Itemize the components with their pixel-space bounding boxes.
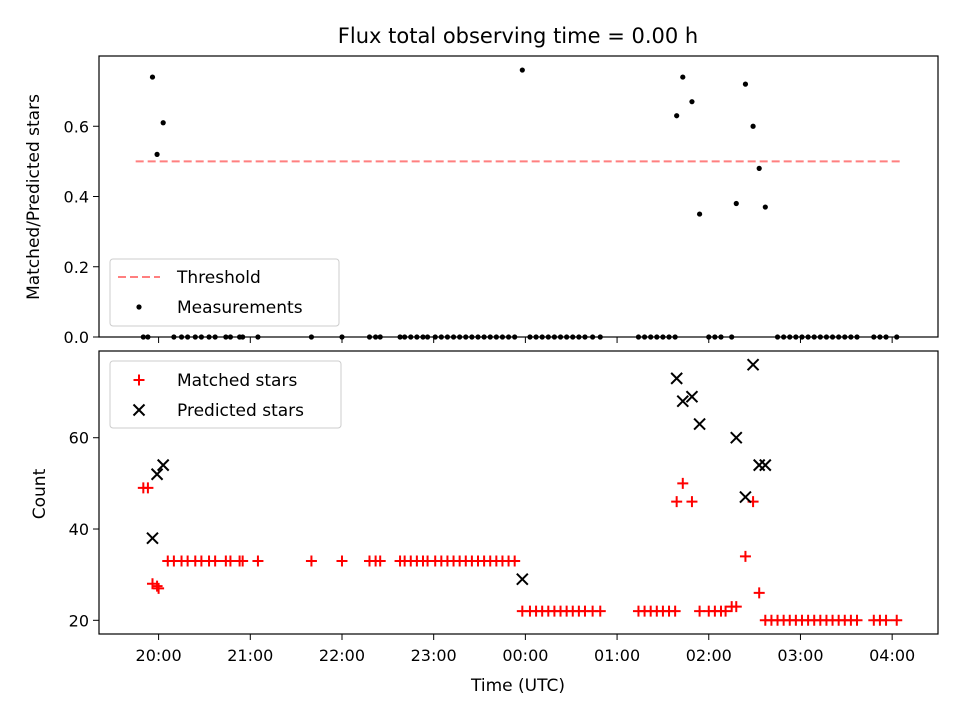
legend-matched-label: Matched stars — [177, 371, 297, 391]
predicted-star-point — [730, 431, 743, 444]
top-legend: Threshold Measurements — [109, 258, 340, 327]
top-y-tick-label: 0.6 — [64, 117, 89, 136]
measurement-point — [742, 81, 749, 87]
top-y-tick-label: 0.2 — [64, 258, 89, 277]
top-panel: 0.0 0.2 0.4 0.6 Threshold Measurements — [64, 55, 939, 347]
matched-star-point — [671, 496, 683, 508]
top-y-axis-label: Matched/Predicted stars — [24, 94, 44, 300]
bottom-y-tick-label: 20 — [69, 611, 89, 630]
matched-star-point — [730, 601, 742, 613]
matched-star-point — [252, 555, 264, 567]
measurement-point — [154, 151, 160, 157]
matched-star-point — [374, 555, 386, 567]
measurement-point — [762, 204, 768, 210]
measurement-point — [160, 120, 166, 126]
matched-star-point — [891, 614, 903, 626]
measurement-point — [756, 165, 762, 171]
measurement-point — [689, 99, 695, 105]
top-y-tick-label: 0.4 — [64, 188, 89, 207]
bottom-y-tick-label: 40 — [69, 520, 89, 539]
predicted-star-point — [685, 390, 699, 403]
matched-star-point — [880, 614, 892, 626]
predicted-star-point — [759, 458, 772, 472]
matched-star-point — [677, 477, 689, 489]
predicted-star-point — [746, 358, 760, 371]
legend-measurements-swatch — [136, 304, 142, 310]
matched-star-point — [669, 605, 681, 617]
chart-title: Flux total observing time = 0.00 h — [338, 24, 698, 48]
top-y-tick-label: 0.0 — [64, 328, 89, 347]
bottom-legend: Matched stars Predicted stars — [109, 360, 342, 429]
x-axis-label: Time (UTC) — [470, 676, 565, 696]
legend-predicted-label: Predicted stars — [177, 401, 304, 421]
matched-star-point — [305, 555, 317, 567]
matched-star-point — [720, 605, 732, 617]
legend-measurements-label: Measurements — [177, 298, 303, 318]
predicted-star-point — [739, 490, 752, 504]
bottom-x-tick-label: 01:00 — [594, 646, 640, 665]
bottom-x-tick-label: 22:00 — [319, 646, 365, 665]
bottom-x-tick-label: 20:00 — [136, 646, 182, 665]
bottom-x-tick-label: 04:00 — [869, 646, 915, 665]
matched-star-point — [851, 614, 863, 626]
bottom-axes-frame — [98, 350, 939, 635]
bottom-x-tick-label: 00:00 — [502, 646, 548, 665]
predicted-star-point — [676, 395, 689, 408]
predicted-star-point — [150, 468, 164, 481]
legend-predicted-swatch — [132, 403, 146, 417]
bottom-x-tick-label: 03:00 — [777, 646, 823, 665]
measurement-point — [674, 113, 680, 119]
matched-star-point — [209, 555, 221, 567]
bottom-legend-box — [109, 360, 342, 429]
legend-threshold-label: Threshold — [176, 268, 261, 288]
bottom-panel: 20 40 60 20:00 21:00 22:00 23:00 00:00 01:00 02:0… — [69, 350, 939, 665]
matched-star-point — [686, 496, 698, 508]
matched-star-point — [142, 482, 154, 494]
measurement-point — [750, 123, 756, 129]
bottom-y-axis-label: Count — [30, 468, 50, 519]
matched-star-point — [336, 555, 348, 567]
matched-star-point — [237, 555, 249, 567]
bottom-y-tick-label: 60 — [69, 429, 89, 448]
measurement-point — [680, 74, 686, 80]
matched-star-point — [151, 580, 163, 592]
matched-star-point — [153, 582, 165, 594]
bottom-x-tick-label: 02:00 — [686, 646, 732, 665]
matched-star-point — [594, 605, 606, 617]
measurement-point — [733, 200, 739, 207]
top-legend-box — [109, 258, 340, 327]
matched-star-point — [739, 550, 751, 562]
measurement-point — [149, 74, 156, 80]
bottom-x-tick-label: 21:00 — [227, 646, 273, 665]
bottom-x-tick-label: 23:00 — [411, 646, 457, 665]
measurement-point — [696, 211, 703, 217]
predicted-star-point — [693, 417, 706, 431]
measurement-point — [519, 67, 525, 73]
predicted-star-point — [146, 531, 159, 545]
matched-star-point — [753, 587, 765, 599]
matched-star-point — [694, 605, 706, 617]
predicted-star-point — [670, 372, 683, 385]
matched-star-point — [224, 555, 236, 567]
matched-star-point — [509, 555, 521, 567]
predicted-star-point — [156, 458, 170, 472]
legend-matched-swatch — [133, 374, 145, 386]
predicted-star-point — [516, 573, 529, 586]
